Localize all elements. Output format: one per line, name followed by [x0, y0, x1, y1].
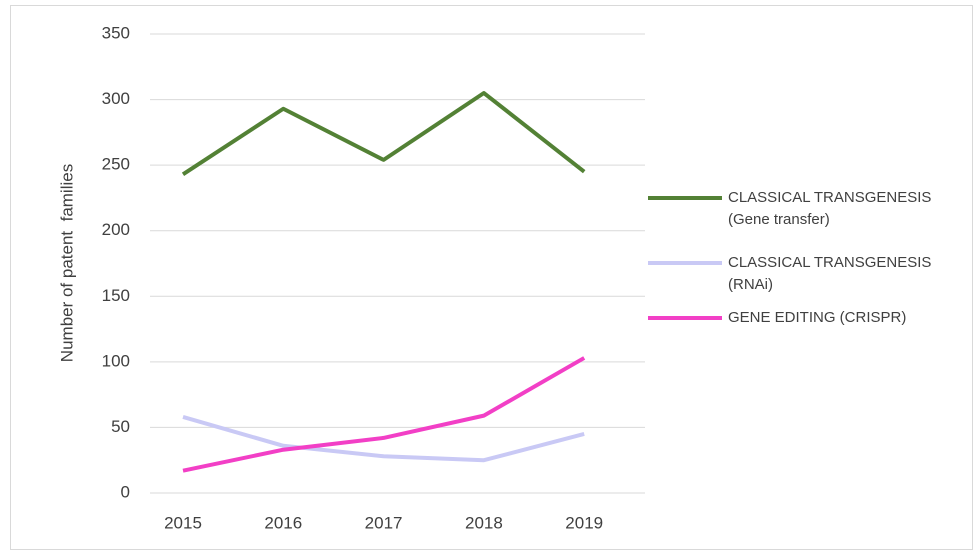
y-tick-label: 200 — [102, 220, 130, 239]
series-line — [182, 415, 585, 463]
y-tick-label: 250 — [102, 155, 130, 174]
y-tick-label: 150 — [102, 286, 130, 305]
x-tick-label: 2019 — [565, 513, 603, 532]
y-tick-label: 300 — [102, 89, 130, 108]
y-tick-label: 350 — [102, 23, 130, 42]
x-tick-label: 2015 — [164, 513, 202, 532]
y-tick-label: 50 — [111, 417, 130, 436]
series-line — [181, 91, 586, 176]
x-tick-label: 2018 — [465, 513, 503, 532]
x-tick-label: 2017 — [365, 513, 403, 532]
chart-border — [10, 5, 973, 550]
legend-label: CLASSICAL TRANSGENESIS (Gene transfer) — [728, 189, 932, 228]
y-tick-label: 100 — [102, 351, 130, 370]
y-tick-label: 0 — [121, 482, 130, 501]
y-axis-label: Number of patent families — [57, 164, 76, 362]
legend-label: CLASSICAL TRANSGENESIS (RNAi) — [728, 254, 932, 293]
x-tick-label: 2016 — [264, 513, 302, 532]
series-line — [182, 356, 586, 473]
legend-label: GENE EDITING (CRISPR) — [728, 309, 907, 326]
